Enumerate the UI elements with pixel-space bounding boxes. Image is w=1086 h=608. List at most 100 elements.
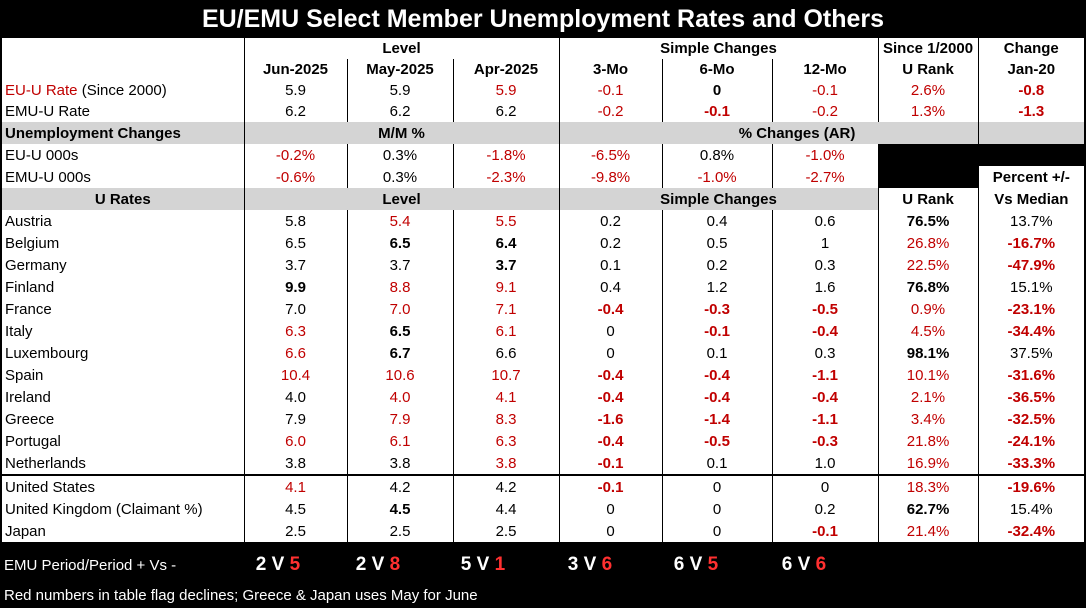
header-simple-changes: Simple Changes [558,38,879,59]
table-cell: -0.1 [558,474,663,498]
vs-label: V [689,554,703,575]
table-cell: -0.4 [771,320,879,342]
table-cell: 10.6 [346,364,453,386]
table-cell: -1.1 [771,408,879,430]
vs-plus: 2 [355,554,367,575]
table-cell: 3.4% [877,408,979,430]
table-cell: -9.8% [558,166,663,188]
table-row: Ireland 4.0 4.0 4.1 -0.4 -0.4 -0.4 2.1% -36.5% [2,386,1085,408]
table-cell: 0 [771,474,879,498]
vs-minus: 6 [601,554,613,575]
table-cell: 0.5 [661,232,773,254]
vs-minus: 6 [815,554,827,575]
table-cell: 0 [661,520,773,542]
table-cell: -0.4 [771,386,879,408]
table-cell: 1.0 [771,452,879,475]
table-cell: 4.5% [877,320,979,342]
table-row: Japan 2.5 2.5 2.5 0 0 -0.1 21.4% -32.4% [2,520,1085,542]
period-vs-score: 3 V 6 [550,554,630,576]
vs-label: V [476,554,490,575]
table-cell: 16.9% [877,452,979,475]
table-cell: 6.7 [346,342,453,364]
row-label: Ireland [2,386,244,408]
table-row: EU-U Rate (Since 2000) 5.9 5.9 5.9 -0.1 0 -0.1… [2,80,1085,101]
header-unemp-changes: Unemployment Changes [2,122,244,144]
row-label: Greece [2,408,244,430]
table-cell: 2.1% [877,386,979,408]
table-cell: 1.2 [661,276,773,298]
table-cell: 0 [558,342,663,364]
table-row: Greece 7.9 7.9 8.3 -1.6 -1.4 -1.1 3.4% -32.5% [2,408,1085,430]
period-vs-score: 6 V 5 [656,554,736,576]
table-cell: 6.2 [243,101,347,122]
table-cell: 8.3 [452,408,560,430]
row-label: Japan [2,520,244,542]
table-cell: 6.3 [243,320,347,342]
header-row-2: Jun-2025 May-2025 Apr-2025 3-Mo 6-Mo 12-Mo U R… [2,59,1085,80]
table-cell: 5.9 [243,80,347,101]
table-cell: 2.5 [243,520,347,542]
table-cell: -0.2 [558,101,663,122]
table-cell: 8.8 [346,276,453,298]
table-cell: -23.1% [977,298,1085,320]
table-cell: 62.7% [877,498,979,520]
table-cell: 10.4 [243,364,347,386]
table-cell: 22.5% [877,254,979,276]
header-level-2: Level [243,188,560,210]
table-cell: 0.3 [771,254,879,276]
table-cell: -0.4 [558,298,663,320]
table-cell: 0.1 [558,254,663,276]
blank-cell [977,144,1085,166]
row-label: EMU-U Rate [2,101,244,122]
table-cell: -1.6 [558,408,663,430]
vs-label: V [371,554,385,575]
table-cell: 0.2 [558,210,663,232]
table-cell: 7.0 [243,298,347,320]
header-apr: Apr-2025 [452,59,560,80]
table-cell: 4.0 [243,386,347,408]
table-cell: -0.2 [771,101,879,122]
row-label-rest: EMU-U Rate [5,103,91,120]
table-cell: -0.5 [661,430,773,452]
header-row-1: Level Simple Changes Since 1/2000 Change [2,38,1085,59]
table-row: Luxembourg 6.6 6.7 6.6 0 0.1 0.3 98.1% 37.5% [2,342,1085,364]
table-cell: 6.5 [243,232,347,254]
table-cell: -0.3 [661,298,773,320]
row-label-red: EU-U Rate [5,82,78,99]
table-cell: -1.0% [661,166,773,188]
header-blank [2,38,244,59]
vs-label: V [797,554,811,575]
table-cell: 0 [558,520,663,542]
table-cell: -0.4 [661,386,773,408]
table-cell: 6.5 [346,320,453,342]
table-cell: 0.1 [661,452,773,475]
table-row: France 7.0 7.0 7.1 -0.4 -0.3 -0.5 0.9% -23.1% [2,298,1085,320]
table-cell: 5.4 [346,210,453,232]
table-cell: 3.8 [452,452,560,475]
table-cell: 21.4% [877,520,979,542]
table-cell: 0 [558,320,663,342]
table-cell: 13.7% [977,210,1085,232]
table-cell: -0.1 [661,320,773,342]
table-cell: -0.5 [771,298,879,320]
table-cell: 3.7 [346,254,453,276]
table-cell: 7.1 [452,298,560,320]
header-may: May-2025 [346,59,453,80]
header-change: Change [977,38,1085,59]
table-cell: -33.3% [977,452,1085,475]
row-label-rest: (Since 2000) [77,82,167,99]
vs-minus: 5 [289,554,301,575]
table-cell: 0.2 [558,232,663,254]
row-label: Austria [2,210,244,232]
row-label: EU-U 000s [2,144,244,166]
table-row: United Kingdom (Claimant %) 4.5 4.5 4.4 0 0 0.… [2,498,1085,520]
row-label: Luxembourg [2,342,244,364]
header-pct-changes-ar: % Changes (AR) [558,122,979,144]
table-cell: 0 [661,498,773,520]
header-6mo: 6-Mo [661,59,773,80]
table-cell: 3.8 [346,452,453,475]
unemployment-table: Level Simple Changes Since 1/2000 Change Jun… [2,38,1085,542]
vs-label: V [583,554,597,575]
table-cell: 5.5 [452,210,560,232]
blank-cell [877,144,979,166]
